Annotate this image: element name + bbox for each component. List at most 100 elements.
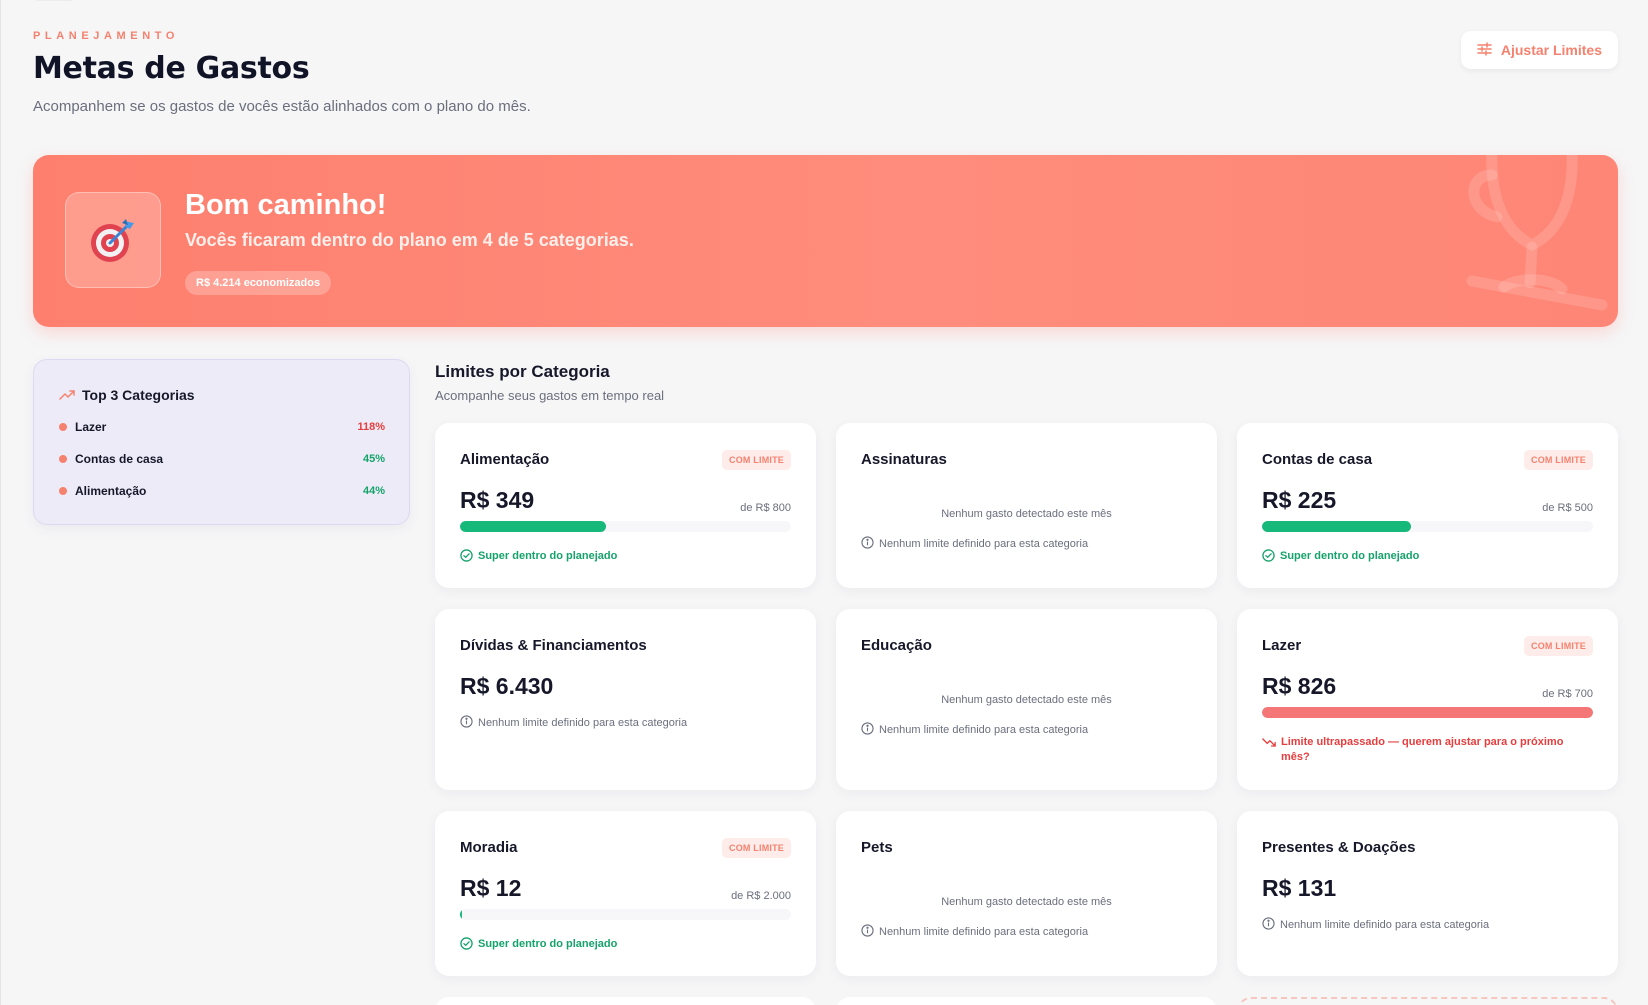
card-title: Assinaturas	[861, 451, 947, 468]
trending-up-icon	[59, 387, 75, 403]
card-status: Super dentro do planejado	[1262, 549, 1419, 567]
category-card-moradia[interactable]: Moradia COM LIMITE R$ 12 de R$ 2.000 Sup…	[435, 811, 816, 976]
check-circle-icon	[460, 937, 473, 955]
card-amount: R$ 6.430	[460, 673, 554, 699]
category-card-presentes-doacoes[interactable]: Presentes & Doações R$ 131 Nenhum limite…	[1237, 811, 1618, 976]
card-amount: R$ 131	[1262, 875, 1337, 901]
status-text: Super dentro do planejado	[478, 550, 618, 562]
card-amount: R$ 349	[460, 487, 535, 513]
card-title: Alimentação	[460, 451, 550, 468]
status-text: Limite ultrapassado — querem ajustar par…	[1281, 736, 1564, 763]
card-title: Dívidas & Financiamentos	[460, 637, 647, 654]
section-subtitle: Acompanhe seus gastos em tempo real	[435, 388, 665, 403]
banner-title: Bom caminho!	[185, 189, 387, 221]
progress-fill	[1262, 707, 1593, 718]
trophy-icon	[1462, 155, 1612, 327]
top-category-percent: 118%	[357, 421, 385, 433]
card-note: Nenhum limite definido para esta categor…	[861, 536, 1088, 552]
add-category-card[interactable]	[1237, 997, 1618, 1005]
top-category-item[interactable]: Alimentação 44%	[59, 482, 385, 500]
card-title: Lazer	[1262, 637, 1302, 654]
top-category-label: Lazer	[75, 420, 107, 434]
category-card-educacao[interactable]: Educação Nenhum gasto detectado este mês…	[836, 609, 1217, 790]
info-icon	[861, 722, 874, 738]
top-category-percent: 44%	[362, 485, 385, 497]
category-card-assinaturas[interactable]: Assinaturas Nenhum gasto detectado este …	[836, 423, 1217, 588]
page-eyebrow: PLANEJAMENTO	[33, 30, 180, 42]
banner-text: Vocês ficaram dentro do plano em 4 de 5 …	[185, 230, 634, 250]
info-icon	[861, 924, 874, 940]
top-categories-panel: Top 3 Categorias Lazer 118% Contas de ca…	[33, 359, 410, 525]
scroll-edge-element	[34, 0, 74, 1]
info-icon	[460, 715, 473, 731]
category-card-partial[interactable]	[836, 997, 1217, 1005]
card-note: Nenhum limite definido para esta categor…	[861, 722, 1088, 738]
card-status: Limite ultrapassado — querem ajustar par…	[1262, 735, 1582, 765]
card-title: Presentes & Doações	[1262, 839, 1416, 856]
note-text: Nenhum limite definido para esta categor…	[879, 724, 1089, 736]
card-title: Contas de casa	[1262, 451, 1373, 468]
category-card-lazer[interactable]: Lazer COM LIMITE R$ 826 de R$ 700 Limite…	[1237, 609, 1618, 790]
page-header: PLANEJAMENTO Metas de Gastos Acompanhem …	[33, 30, 1618, 125]
progress-bar	[460, 909, 791, 920]
savings-badge: R$ 4.214 economizados	[185, 271, 332, 295]
bullet-dot	[59, 487, 67, 495]
top-categories-header: Top 3 Categorias	[59, 387, 195, 403]
check-circle-icon	[1262, 549, 1275, 567]
status-text: Super dentro do planejado	[478, 938, 618, 950]
top-category-label: Contas de casa	[75, 452, 164, 466]
progress-fill	[460, 909, 462, 920]
empty-state-text: Nenhum gasto detectado este mês	[941, 508, 1112, 520]
progress-fill	[460, 521, 606, 532]
empty-state-text: Nenhum gasto detectado este mês	[941, 896, 1112, 908]
card-amount: R$ 225	[1262, 487, 1337, 513]
progress-bar	[1262, 707, 1593, 718]
progress-fill	[1262, 521, 1411, 532]
target-icon	[65, 192, 161, 288]
card-note: Nenhum limite definido para esta categor…	[1262, 917, 1489, 933]
card-limit: de R$ 800	[740, 502, 791, 514]
page-subtitle: Acompanhem se os gastos de vocês estão a…	[33, 98, 531, 115]
adjust-limits-button[interactable]: Ajustar Limites	[1460, 31, 1618, 69]
card-title: Educação	[861, 637, 932, 654]
card-amount: R$ 826	[1262, 673, 1337, 699]
card-note: Nenhum limite definido para esta categor…	[460, 715, 687, 731]
limit-badge: COM LIMITE	[722, 450, 791, 470]
limit-badge: COM LIMITE	[1524, 450, 1593, 470]
left-divider	[0, 0, 1, 1005]
card-status: Super dentro do planejado	[460, 549, 617, 567]
summary-banner: Bom caminho! Vocês ficaram dentro do pla…	[33, 155, 1618, 327]
status-text: Super dentro do planejado	[1280, 550, 1420, 562]
bullet-dot	[59, 455, 67, 463]
note-text: Nenhum limite definido para esta categor…	[879, 538, 1089, 550]
category-card-alimentacao[interactable]: Alimentação COM LIMITE R$ 349 de R$ 800 …	[435, 423, 816, 588]
top-category-item[interactable]: Contas de casa 45%	[59, 450, 385, 468]
bullet-dot	[59, 423, 67, 431]
adjust-limits-label: Ajustar Limites	[1500, 42, 1602, 58]
top-categories-title: Top 3 Categorias	[82, 387, 195, 403]
card-note: Nenhum limite definido para esta categor…	[861, 924, 1088, 940]
info-icon	[1262, 917, 1275, 933]
category-card-partial[interactable]	[435, 997, 816, 1005]
top-category-item[interactable]: Lazer 118%	[59, 418, 385, 436]
card-limit: de R$ 500	[1542, 502, 1593, 514]
note-text: Nenhum limite definido para esta categor…	[1280, 919, 1490, 931]
page-title: Metas de Gastos	[33, 51, 310, 86]
progress-bar	[1262, 521, 1593, 532]
empty-state-text: Nenhum gasto detectado este mês	[941, 694, 1112, 706]
card-limit: de R$ 700	[1542, 688, 1593, 700]
category-card-contas-de-casa[interactable]: Contas de casa COM LIMITE R$ 225 de R$ 5…	[1237, 423, 1618, 588]
top-category-label: Alimentação	[75, 484, 147, 498]
info-icon	[861, 536, 874, 552]
card-title: Moradia	[460, 839, 518, 856]
top-category-percent: 45%	[362, 453, 385, 465]
section-title: Limites por Categoria	[435, 362, 610, 381]
note-text: Nenhum limite definido para esta categor…	[879, 926, 1089, 938]
category-card-pets[interactable]: Pets Nenhum gasto detectado este mês Nen…	[836, 811, 1217, 976]
limit-badge: COM LIMITE	[722, 838, 791, 858]
card-status: Super dentro do planejado	[460, 937, 617, 955]
category-card-dividas-financiamentos[interactable]: Dívidas & Financiamentos R$ 6.430 Nenhum…	[435, 609, 816, 790]
card-title: Pets	[861, 839, 893, 856]
card-amount: R$ 12	[460, 875, 522, 901]
check-circle-icon	[460, 549, 473, 567]
